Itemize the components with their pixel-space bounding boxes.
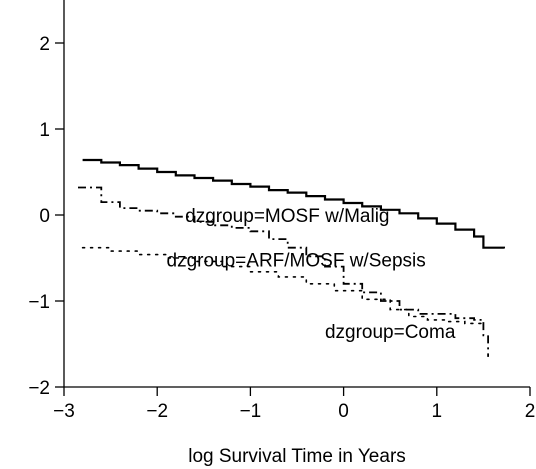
y-tick-label: 0: [39, 206, 50, 227]
x-ticks: −3 −2 −1 0 1 2: [53, 387, 535, 422]
series-line-dashdot: [78, 186, 489, 357]
x-tick-label: −2: [146, 401, 168, 422]
axes: [63, 0, 530, 388]
y-tick-label: 1: [39, 120, 50, 141]
x-tick-label: 0: [338, 401, 349, 422]
annotations: dzgroup=MOSF w/Malig dzgroup=ARF/MOSF w/S…: [167, 206, 456, 343]
x-tick-label: 2: [525, 401, 536, 422]
x-tick-label: −1: [240, 401, 262, 422]
y-tick-label: −1: [28, 292, 50, 313]
series-line-solid: [82, 158, 505, 249]
series-group: [78, 158, 505, 357]
x-tick-label: −3: [53, 401, 75, 422]
y-tick-label: 2: [39, 34, 50, 55]
x-axis-title: log Survival Time in Years: [188, 446, 406, 467]
series-annotation: dzgroup=ARF/MOSF w/Sepsis: [167, 251, 426, 272]
series-annotation: dzgroup=MOSF w/Malig: [185, 206, 389, 227]
y-tick-label: −2: [28, 378, 50, 399]
y-ticks: −2 −1 0 1 2: [28, 34, 64, 399]
x-tick-label: 1: [432, 401, 443, 422]
series-annotation: dzgroup=Coma: [325, 322, 456, 343]
